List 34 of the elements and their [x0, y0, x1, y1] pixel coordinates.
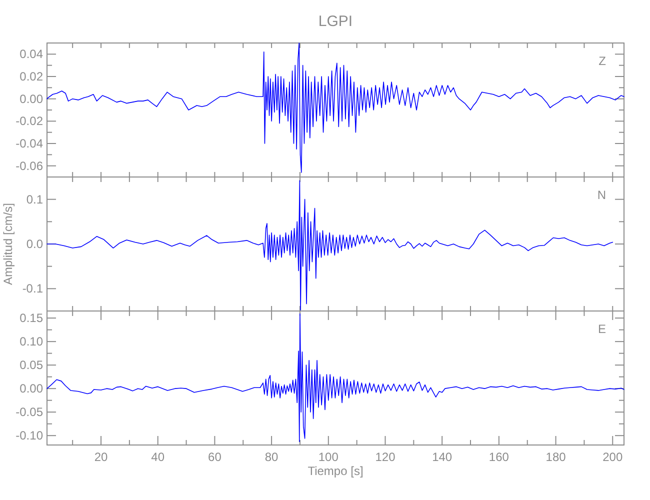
x-tick-label: 100	[318, 450, 339, 464]
x-tick-label: 40	[151, 450, 165, 464]
y-tick-label: -0.10	[16, 428, 44, 443]
y-tick-label: 0.05	[20, 358, 44, 372]
y-tick-label: 0.10	[20, 334, 44, 349]
y-tick-label: 0.0	[26, 237, 44, 251]
y-tick-label: 0.1	[26, 192, 44, 206]
x-tick-label: 120	[375, 450, 396, 464]
annotation: E	[598, 322, 606, 336]
y-tick-label: 0.04	[20, 47, 44, 62]
x-tick-label: 200	[602, 450, 623, 464]
y-axis-title: Amplitud [cm/s]	[1, 202, 15, 286]
y-tick-label: -0.05	[16, 405, 44, 420]
y-tick-label: -0.06	[16, 158, 44, 173]
y-tick-label: -0.04	[16, 136, 44, 150]
y-tick-label: -0.1	[22, 282, 44, 296]
y-tick-label: 0.00	[20, 382, 44, 396]
y-tick-label: 0.15	[20, 311, 44, 326]
x-axis-title: Tiempo [s]	[308, 464, 364, 478]
y-tick-label: 0.00	[20, 92, 44, 106]
line-series	[46, 42, 624, 173]
x-tick-label: 140	[432, 450, 452, 464]
annotation: Z	[598, 54, 606, 68]
y-tick-label: -0.02	[16, 114, 44, 128]
annotation: N	[597, 188, 606, 202]
line-series	[46, 180, 614, 311]
x-tick-label: 180	[546, 450, 566, 464]
line-series	[46, 313, 624, 442]
x-tick-label: 60	[208, 450, 222, 464]
x-tick-label: 80	[264, 450, 279, 464]
x-tick-label: 160	[488, 450, 510, 464]
y-tick-label: 0.02	[20, 70, 44, 84]
chart-title: LGPI	[318, 13, 353, 30]
x-tick-label: 20	[94, 450, 108, 464]
